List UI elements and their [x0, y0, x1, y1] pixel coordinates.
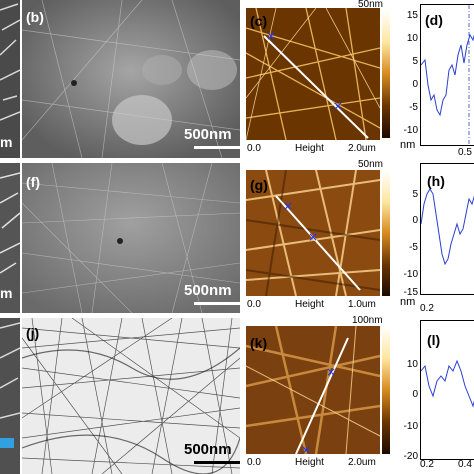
left-strip-1: m — [0, 0, 20, 158]
y-tick: -20 — [403, 451, 418, 462]
afm-x-title-c: Height — [295, 143, 324, 154]
afm-x-title-g: Height — [295, 299, 324, 310]
scale-label-f: 500nm — [184, 282, 232, 299]
svg-text:×: × — [326, 365, 336, 379]
left-partial-label-1: m — [0, 134, 13, 150]
scale-bar-j — [194, 461, 240, 464]
afm-image-g: × × (g) — [246, 170, 380, 296]
afm-x-start-g: 0.0 — [247, 299, 261, 310]
profile-plot-h: (h) — [420, 163, 474, 295]
y-tick: 0 — [412, 389, 418, 400]
panel-label-c: (c) — [250, 13, 268, 29]
afm-image-c: × × (c) — [246, 8, 380, 140]
y-tick: -15 — [403, 287, 418, 298]
panel-label-k: (k) — [250, 335, 268, 351]
y-tick: -5 — [409, 102, 418, 113]
panel-label-f: (f) — [26, 174, 40, 190]
panel-label-h: (h) — [427, 173, 445, 189]
panel-label-b: (b) — [26, 9, 44, 25]
y-tick: 0 — [412, 79, 418, 90]
colorbar-top-k: 100nm — [352, 315, 383, 326]
left-strip-2: m — [0, 163, 20, 313]
y-tick: 15 — [406, 10, 418, 21]
afm-x-start-c: 0.0 — [247, 143, 261, 154]
afm-image-k: × × (k) — [246, 326, 380, 454]
afm-x-title-k: Height — [295, 457, 324, 468]
svg-text:×: × — [308, 230, 318, 244]
scale-bar-b — [194, 146, 240, 149]
profile-y-unit-h: nm — [400, 296, 416, 308]
y-tick: 10 — [406, 359, 418, 370]
afm-x-end-k: 2.0um — [348, 457, 376, 468]
svg-text:×: × — [283, 199, 293, 213]
svg-text:×: × — [301, 443, 311, 454]
profile-x-tick-d: 0.5 — [458, 147, 472, 158]
y-tick: -10 — [403, 421, 418, 432]
left-partial-label-2: m — [0, 285, 13, 301]
panel-label-g: (g) — [250, 177, 268, 193]
afm-x-start-k: 0.0 — [247, 457, 261, 468]
sem-image-f: (f) 500nm — [22, 163, 240, 313]
afm-x-end-g: 1.0um — [348, 299, 376, 310]
colorbar-top-c: 50nm — [358, 0, 384, 10]
panel-label-l: (l) — [427, 332, 441, 348]
scale-label-j: 500nm — [184, 441, 232, 458]
panel-label-j: (j) — [26, 325, 40, 341]
svg-text:×: × — [333, 99, 343, 113]
profile-x-tick-h: 0.2 — [420, 303, 434, 314]
svg-text:×: × — [266, 29, 276, 43]
y-tick: 10 — [406, 33, 418, 44]
profile-y-unit-d: nm — [400, 139, 416, 151]
y-tick: 5 — [412, 56, 418, 67]
sem-image-b: (b) 500nm — [22, 0, 240, 158]
profile-plot-l: (l) — [420, 320, 474, 460]
y-tick: 0 — [412, 215, 418, 226]
sem-image-j: (j) 500nm — [22, 318, 240, 474]
colorbar-k — [382, 326, 390, 454]
scale-bar-f — [194, 302, 240, 305]
colorbar-g — [382, 170, 390, 296]
colorbar-top-g: 50nm — [358, 159, 384, 170]
y-tick: -5 — [409, 242, 418, 253]
y-tick: -10 — [403, 269, 418, 280]
y-tick: 5 — [412, 189, 418, 200]
profile-plot-d: (d) — [420, 4, 474, 146]
panel-label-d: (d) — [425, 12, 443, 28]
y-tick: -10 — [403, 125, 418, 136]
left-strip-3 — [0, 318, 20, 474]
afm-x-end-c: 2.0um — [348, 143, 376, 154]
profile-x-tick-l2: 0.4 — [458, 459, 472, 470]
profile-x-tick-l: 0.2 — [420, 459, 434, 470]
scale-label-b: 500nm — [184, 126, 232, 143]
colorbar-c — [382, 10, 390, 138]
